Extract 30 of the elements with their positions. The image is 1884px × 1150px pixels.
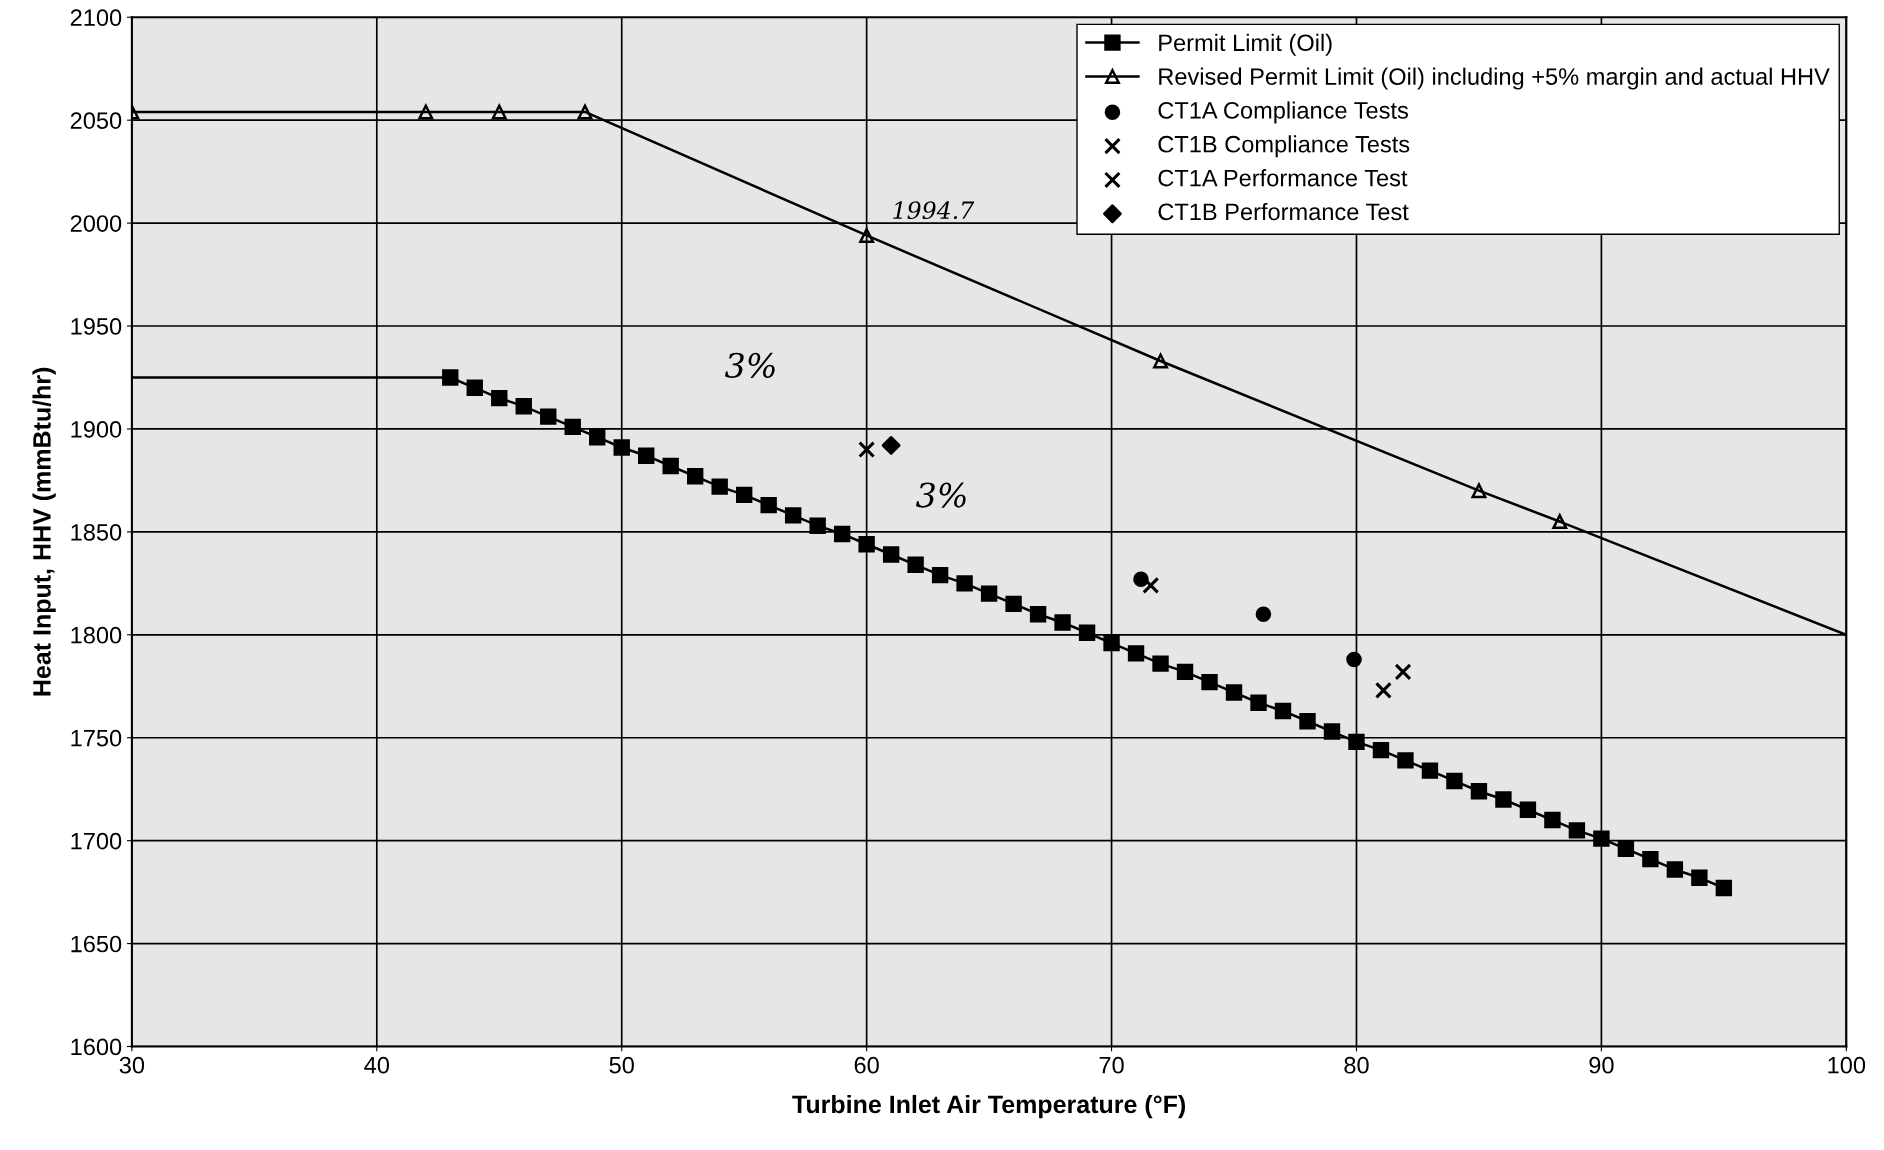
x-tick-label: 50 (609, 1056, 634, 1074)
y-tick-label: 2050 (70, 112, 122, 129)
x-tick-label: 80 (1344, 1056, 1369, 1074)
annotation: 1994.7 (893, 201, 975, 220)
y-tick-label: 2000 (70, 215, 122, 232)
y-tick-label: 1750 (71, 729, 122, 747)
legend-label: CT1B Performance Test (1158, 202, 1409, 221)
x-tick-label: 90 (1589, 1056, 1614, 1074)
legend-label: CT1A Performance Test (1158, 169, 1408, 187)
legend-label: CT1A Compliance Tests (1158, 101, 1408, 124)
y-tick-label: 1850 (71, 523, 122, 541)
legend-label: Revised Permit Limit (Oil) including +5% margin and actual HHV (1159, 67, 1830, 90)
annotation: 3% (724, 352, 775, 378)
y-tick-label: 1700 (71, 832, 122, 850)
y-tick-label: 1900 (71, 421, 122, 438)
y-tick-label: 1800 (71, 626, 122, 644)
legend-label: CT1B Compliance Tests (1158, 135, 1410, 158)
x-tick-label: 40 (364, 1056, 390, 1074)
y-tick-label: 1650 (71, 935, 122, 953)
x-axis-title: Turbine Inlet Air Temperature (°F) (792, 1094, 1186, 1119)
y-axis-title: Heat Input, HHV (mmBtu/hr) (32, 367, 56, 696)
x-tick-label: 30 (119, 1056, 145, 1074)
y-tick-label: 2100 (70, 9, 122, 27)
annotation: 3% (916, 482, 966, 508)
x-tick-label: 70 (1099, 1056, 1124, 1074)
y-tick-label: 1600 (71, 1038, 122, 1056)
y-tick-label: 1950 (71, 318, 122, 335)
legend-label: Permit Limit (Oil) (1159, 33, 1332, 56)
x-tick-label: 60 (854, 1056, 879, 1074)
x-tick-label: 100 (1828, 1056, 1866, 1074)
